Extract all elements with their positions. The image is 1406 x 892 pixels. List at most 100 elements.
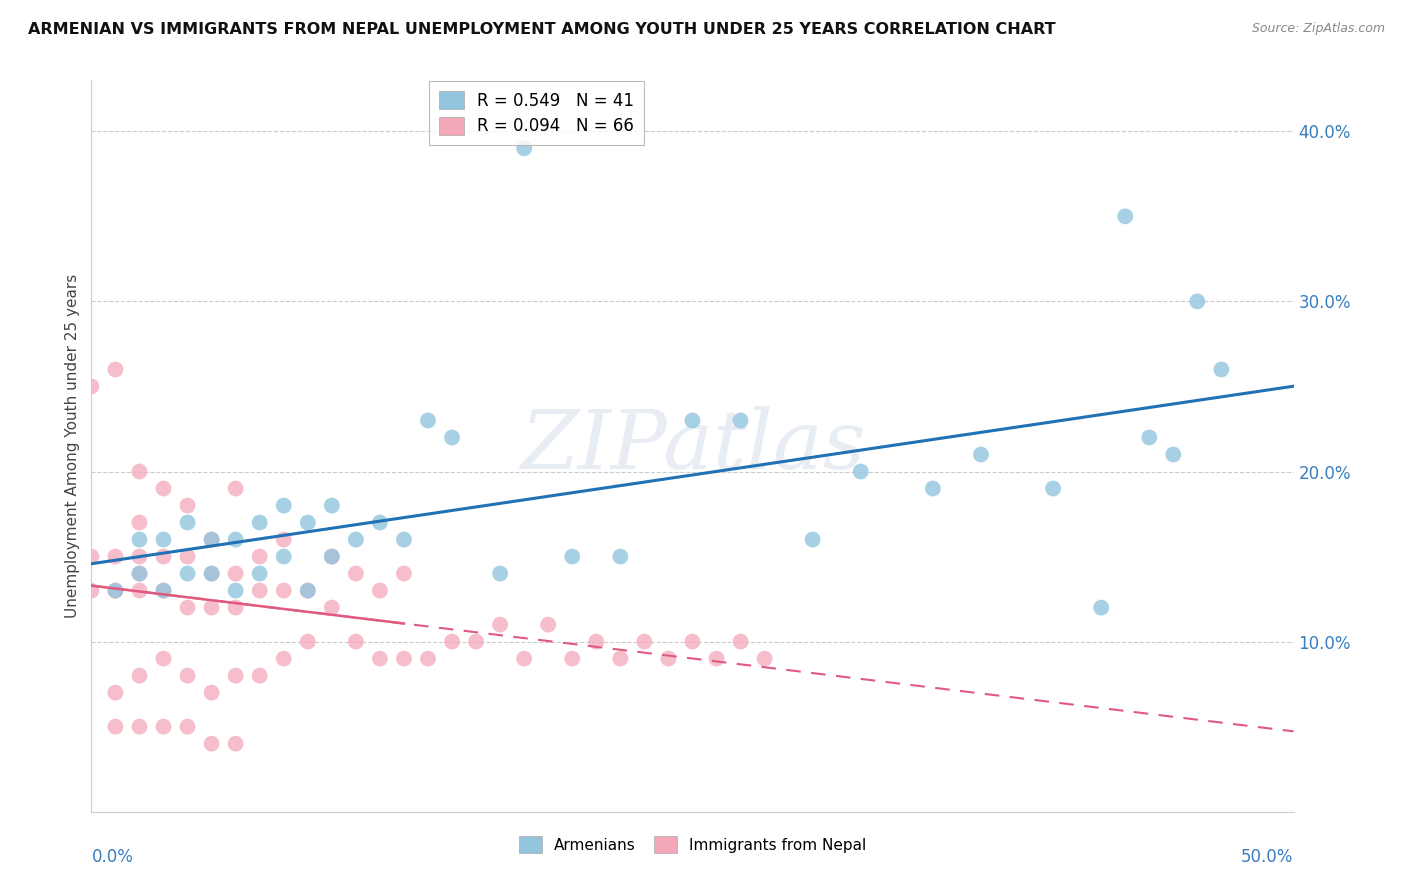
Point bbox=[513, 141, 536, 155]
Point bbox=[537, 617, 560, 632]
Point bbox=[128, 583, 150, 598]
Point bbox=[849, 465, 872, 479]
Point bbox=[465, 634, 488, 648]
Point bbox=[104, 720, 127, 734]
Point bbox=[128, 668, 150, 682]
Point bbox=[970, 448, 993, 462]
Point bbox=[104, 686, 127, 700]
Point bbox=[128, 720, 150, 734]
Point bbox=[416, 651, 439, 665]
Point bbox=[513, 651, 536, 665]
Point bbox=[249, 566, 271, 581]
Point bbox=[80, 583, 103, 598]
Point bbox=[104, 583, 127, 598]
Point bbox=[1211, 362, 1233, 376]
Point bbox=[1090, 600, 1112, 615]
Point bbox=[657, 651, 679, 665]
Point bbox=[416, 413, 439, 427]
Point bbox=[201, 566, 224, 581]
Y-axis label: Unemployment Among Youth under 25 years: Unemployment Among Youth under 25 years bbox=[65, 274, 80, 618]
Point bbox=[730, 413, 752, 427]
Point bbox=[128, 549, 150, 564]
Point bbox=[152, 583, 174, 598]
Point bbox=[440, 634, 463, 648]
Point bbox=[152, 533, 174, 547]
Point bbox=[128, 566, 150, 581]
Point bbox=[152, 720, 174, 734]
Point bbox=[440, 430, 463, 444]
Point bbox=[344, 533, 367, 547]
Point bbox=[489, 617, 512, 632]
Text: Source: ZipAtlas.com: Source: ZipAtlas.com bbox=[1251, 22, 1385, 36]
Point bbox=[128, 533, 150, 547]
Point bbox=[201, 600, 224, 615]
Point bbox=[176, 499, 198, 513]
Point bbox=[80, 549, 103, 564]
Text: ZIPatlas: ZIPatlas bbox=[520, 406, 865, 486]
Point bbox=[297, 583, 319, 598]
Point bbox=[201, 737, 224, 751]
Point bbox=[176, 549, 198, 564]
Point bbox=[754, 651, 776, 665]
Point bbox=[368, 516, 391, 530]
Point bbox=[922, 482, 945, 496]
Point bbox=[104, 362, 127, 376]
Point bbox=[273, 549, 295, 564]
Legend: Armenians, Immigrants from Nepal: Armenians, Immigrants from Nepal bbox=[513, 830, 872, 859]
Point bbox=[152, 583, 174, 598]
Point bbox=[176, 720, 198, 734]
Point bbox=[706, 651, 728, 665]
Point bbox=[152, 549, 174, 564]
Point bbox=[201, 566, 224, 581]
Point bbox=[321, 600, 343, 615]
Point bbox=[128, 465, 150, 479]
Point bbox=[225, 482, 247, 496]
Point bbox=[249, 583, 271, 598]
Point bbox=[297, 583, 319, 598]
Point bbox=[104, 549, 127, 564]
Point bbox=[201, 533, 224, 547]
Point bbox=[368, 583, 391, 598]
Point bbox=[609, 651, 631, 665]
Point bbox=[273, 583, 295, 598]
Point bbox=[273, 533, 295, 547]
Point bbox=[344, 566, 367, 581]
Text: 50.0%: 50.0% bbox=[1241, 848, 1294, 866]
Point bbox=[633, 634, 655, 648]
Point bbox=[273, 499, 295, 513]
Point bbox=[225, 533, 247, 547]
Point bbox=[392, 651, 415, 665]
Point bbox=[176, 600, 198, 615]
Point bbox=[176, 668, 198, 682]
Point bbox=[489, 566, 512, 581]
Point bbox=[128, 566, 150, 581]
Point bbox=[249, 549, 271, 564]
Point bbox=[225, 583, 247, 598]
Point bbox=[225, 737, 247, 751]
Point bbox=[176, 566, 198, 581]
Point bbox=[104, 583, 127, 598]
Point bbox=[1137, 430, 1160, 444]
Point bbox=[609, 549, 631, 564]
Point bbox=[392, 533, 415, 547]
Text: 0.0%: 0.0% bbox=[91, 848, 134, 866]
Point bbox=[225, 566, 247, 581]
Point bbox=[297, 516, 319, 530]
Point bbox=[561, 549, 583, 564]
Point bbox=[344, 634, 367, 648]
Point bbox=[1042, 482, 1064, 496]
Point bbox=[561, 651, 583, 665]
Point bbox=[176, 516, 198, 530]
Point bbox=[225, 668, 247, 682]
Point bbox=[681, 634, 703, 648]
Point bbox=[273, 651, 295, 665]
Point bbox=[321, 549, 343, 564]
Point bbox=[249, 668, 271, 682]
Point bbox=[201, 686, 224, 700]
Point bbox=[368, 651, 391, 665]
Text: ARMENIAN VS IMMIGRANTS FROM NEPAL UNEMPLOYMENT AMONG YOUTH UNDER 25 YEARS CORREL: ARMENIAN VS IMMIGRANTS FROM NEPAL UNEMPL… bbox=[28, 22, 1056, 37]
Point bbox=[801, 533, 824, 547]
Point bbox=[392, 566, 415, 581]
Point bbox=[321, 549, 343, 564]
Point bbox=[585, 634, 607, 648]
